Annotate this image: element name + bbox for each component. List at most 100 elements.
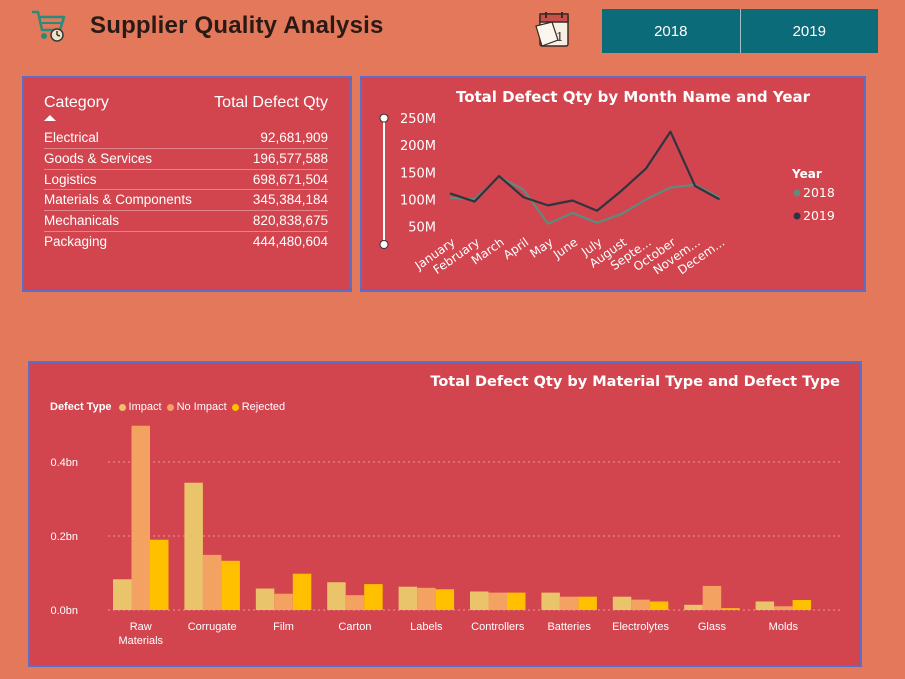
x-tick-label: Controllers	[471, 621, 525, 633]
row-qty: 196,577,588	[252, 150, 328, 166]
table-row[interactable]: Mechanicals 820,838,675	[44, 211, 328, 232]
bar-no-impact[interactable]	[488, 592, 508, 610]
y-tick-label: 250M	[400, 112, 436, 127]
row-qty: 698,671,504	[252, 171, 328, 187]
legend-swatch	[231, 403, 239, 411]
bar-rejected[interactable]	[649, 601, 669, 610]
row-category: Mechanicals	[44, 213, 120, 229]
bar-no-impact[interactable]	[631, 599, 650, 610]
bar-no-impact[interactable]	[702, 585, 722, 610]
bar-no-impact[interactable]	[274, 593, 293, 610]
bar-rejected[interactable]	[792, 600, 812, 610]
year-option-2019[interactable]: 2019	[739, 9, 878, 53]
slider-handle-bottom	[379, 240, 389, 249]
bar-rejected[interactable]	[721, 608, 740, 610]
legend-label: Rejected	[241, 401, 286, 413]
x-tick-label: Labels	[410, 621, 443, 633]
row-qty: 92,681,909	[260, 130, 328, 145]
row-category: Goods & Services	[44, 150, 153, 166]
row-qty: 345,384,184	[252, 192, 328, 208]
bar-impact[interactable]	[612, 596, 632, 610]
bar-impact[interactable]	[184, 482, 203, 610]
table-row[interactable]: Packaging 444,480,604	[44, 232, 328, 253]
bar-impact[interactable]	[755, 601, 775, 610]
bar-rejected[interactable]	[435, 589, 455, 610]
legend-swatch-2018	[793, 189, 801, 197]
bar-no-impact[interactable]	[345, 595, 365, 610]
bar-chart: 0.4bn 0.2bn 0.0bn Raw Materials Corrugate Film…	[50, 425, 842, 647]
x-tick-label: Film	[273, 621, 294, 633]
line-series-2019	[449, 130, 721, 212]
bar-impact[interactable]	[255, 588, 275, 610]
page-title: Supplier Quality Analysis	[90, 12, 384, 39]
category-column-header[interactable]: Category	[44, 94, 109, 111]
row-category: Logistics	[44, 171, 97, 187]
bar-impact[interactable]	[470, 591, 489, 611]
line-chart: 250M200M150M100M50MJanuaryFebruaryMarchA…	[379, 112, 835, 277]
year-option-2018[interactable]: 2018	[602, 9, 740, 53]
x-tick-label: Batteries	[547, 621, 591, 633]
bar-no-impact[interactable]	[774, 606, 793, 610]
legend-item-impact[interactable]: Impact	[118, 401, 162, 413]
y-tick-label: 200M	[400, 139, 436, 154]
x-tick-label: Corrugate	[188, 621, 237, 633]
line-chart-panel: Total Defect Qty by Month Name and Year …	[360, 76, 866, 292]
calendar-icon: 1	[535, 12, 569, 47]
bar-rejected[interactable]	[507, 592, 526, 610]
x-tick-label: May	[527, 235, 555, 261]
bar-no-impact[interactable]	[417, 587, 436, 610]
legend-label: No Impact	[176, 401, 227, 413]
slider-handle-top	[379, 113, 389, 123]
legend-item-rejected[interactable]: Rejected	[231, 401, 286, 413]
defect-qty-column-header[interactable]: Total Defect Qty	[214, 94, 328, 111]
table-body: Electrical 92,681,909 Goods & Services 196…	[44, 128, 328, 253]
row-qty: 820,838,675	[252, 213, 328, 229]
bar-impact[interactable]	[541, 592, 560, 610]
legend-swatch-2019	[793, 212, 801, 220]
bar-rejected[interactable]	[292, 573, 312, 610]
y-tick-label: 0.0bn	[50, 605, 78, 617]
year-slicer: 2018 2019	[602, 9, 878, 53]
legend-title: Year	[791, 167, 822, 181]
y-axis-range-slider[interactable]	[379, 113, 389, 249]
table-row[interactable]: Materials & Components 345,384,184	[44, 190, 328, 212]
table-row[interactable]: Logistics 698,671,504	[44, 170, 328, 191]
x-tick-label: Carton	[338, 621, 371, 633]
y-tick-label: 0.2bn	[50, 531, 78, 543]
bar-no-impact[interactable]	[559, 596, 579, 610]
sort-ascending-icon	[44, 115, 56, 121]
bar-impact[interactable]	[113, 579, 132, 610]
svg-text:1: 1	[556, 30, 564, 44]
row-category: Packaging	[44, 233, 108, 249]
line-chart-title: Total Defect Qty by Month Name and Year	[455, 88, 811, 106]
y-tick-label: 150M	[400, 166, 436, 181]
shopping-cart-icon	[32, 10, 66, 42]
legend-item-no-impact[interactable]: No Impact	[166, 401, 227, 413]
y-tick-label: 0.4bn	[50, 457, 78, 469]
bar-legend: Defect Type Impact No Impact Rejected	[50, 401, 285, 413]
x-tick-label: June	[550, 235, 580, 262]
row-qty: 444,480,604	[252, 233, 328, 249]
bar-rejected[interactable]	[221, 560, 240, 610]
legend-label-2018: 2018	[803, 185, 835, 200]
x-tick-label: Raw	[130, 621, 152, 633]
category-table: Category Total Defect Qty Electrical 92,6…	[22, 76, 352, 292]
bar-impact[interactable]	[327, 582, 346, 610]
table-row[interactable]: Goods & Services 196,577,588	[44, 149, 328, 170]
y-tick-label: 50M	[408, 221, 436, 236]
bar-chart-panel: Total Defect Qty by Material Type and De…	[28, 361, 862, 667]
bar-rejected[interactable]	[364, 584, 383, 610]
legend-swatch	[118, 403, 126, 411]
table-row[interactable]: Electrical 92,681,909	[44, 128, 328, 149]
row-category: Electrical	[44, 130, 99, 145]
bar-rejected[interactable]	[150, 539, 169, 610]
bar-impact[interactable]	[398, 586, 418, 610]
bar-chart-title: Total Defect Qty by Material Type and De…	[430, 374, 840, 390]
x-tick-label: Electrolytes	[612, 621, 669, 633]
bar-no-impact[interactable]	[131, 425, 151, 610]
bar-no-impact[interactable]	[202, 554, 222, 610]
legend-swatch	[166, 403, 174, 411]
bar-impact[interactable]	[684, 604, 703, 610]
legend-label: Impact	[128, 401, 162, 413]
bar-rejected[interactable]	[578, 596, 597, 610]
